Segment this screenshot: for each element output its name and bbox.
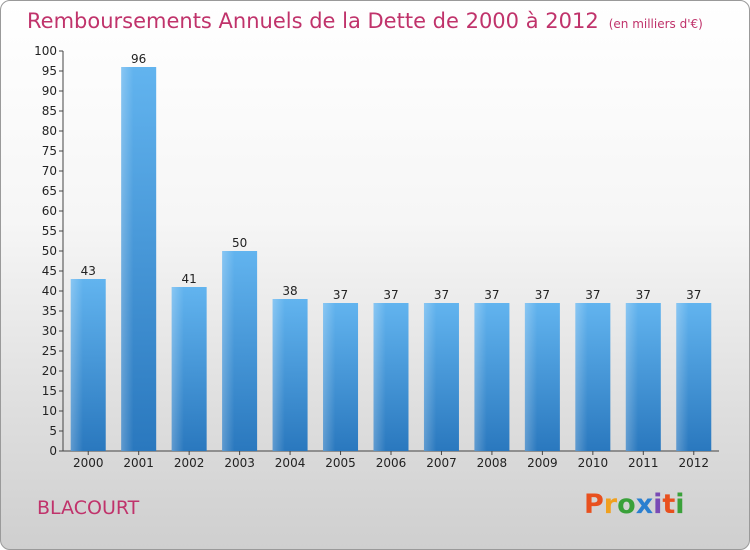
y-tick-label: 0 bbox=[49, 444, 57, 458]
y-tick-label: 30 bbox=[42, 324, 57, 338]
x-tick-label: 2003 bbox=[224, 456, 255, 470]
bar-highlight bbox=[121, 67, 134, 451]
x-tick-label: 2000 bbox=[73, 456, 104, 470]
y-tick-label: 50 bbox=[42, 244, 57, 258]
bar-value-label: 38 bbox=[282, 284, 297, 298]
x-tick-label: 2011 bbox=[628, 456, 659, 470]
commune-name: BLACOURT bbox=[37, 497, 140, 519]
bar-highlight bbox=[474, 303, 487, 451]
logo-letter: t bbox=[662, 489, 676, 520]
bar-highlight bbox=[373, 303, 386, 451]
y-tick-label: 20 bbox=[42, 364, 57, 378]
y-tick-label: 55 bbox=[42, 224, 57, 238]
chart-title: Remboursements Annuels de la Dette de 20… bbox=[27, 9, 703, 33]
logo-letter: P bbox=[584, 489, 604, 520]
bar-value-label: 37 bbox=[686, 288, 701, 302]
bar-highlight bbox=[222, 251, 235, 451]
bar-value-label: 37 bbox=[585, 288, 600, 302]
bar-value-label: 37 bbox=[434, 288, 449, 302]
bar-highlight bbox=[171, 287, 184, 451]
x-tick-label: 2005 bbox=[325, 456, 356, 470]
x-tick-label: 2007 bbox=[426, 456, 457, 470]
y-tick-label: 35 bbox=[42, 304, 57, 318]
x-tick-label: 2010 bbox=[578, 456, 609, 470]
bar-highlight bbox=[423, 303, 437, 451]
logo-letter: x bbox=[635, 489, 654, 520]
logo-letter: i bbox=[675, 489, 685, 520]
bar-highlight bbox=[575, 303, 588, 451]
bar-value-label: 37 bbox=[484, 288, 499, 302]
y-tick-label: 80 bbox=[42, 124, 57, 138]
bar-highlight bbox=[70, 279, 83, 451]
bar-value-label: 43 bbox=[81, 264, 96, 278]
bar-value-label: 37 bbox=[333, 288, 348, 302]
y-tick-label: 15 bbox=[42, 384, 57, 398]
x-tick-label: 2006 bbox=[376, 456, 407, 470]
y-tick-label: 65 bbox=[42, 184, 57, 198]
y-tick-label: 95 bbox=[42, 64, 57, 78]
x-tick-label: 2008 bbox=[477, 456, 508, 470]
logo-letter: i bbox=[653, 489, 663, 520]
bar-value-label: 41 bbox=[182, 272, 197, 286]
logo-letter: r bbox=[603, 489, 618, 520]
chart-title-text: Remboursements Annuels de la Dette de 20… bbox=[27, 9, 599, 33]
y-tick-label: 5 bbox=[49, 424, 57, 438]
y-tick-label: 10 bbox=[42, 404, 57, 418]
x-tick-label: 2012 bbox=[678, 456, 709, 470]
y-tick-label: 40 bbox=[42, 284, 57, 298]
y-tick-label: 45 bbox=[42, 264, 57, 278]
bar-value-label: 37 bbox=[535, 288, 550, 302]
y-tick-label: 85 bbox=[42, 104, 57, 118]
y-tick-label: 90 bbox=[42, 84, 57, 98]
bar-highlight bbox=[323, 303, 336, 451]
x-tick-label: 2002 bbox=[174, 456, 205, 470]
bar-value-label: 37 bbox=[383, 288, 398, 302]
bar-value-label: 96 bbox=[131, 52, 146, 66]
bar-value-label: 37 bbox=[636, 288, 651, 302]
bar-value-label: 50 bbox=[232, 236, 247, 250]
chart-subtitle: (en milliers d'€) bbox=[608, 17, 703, 31]
y-tick-label: 100 bbox=[34, 44, 57, 58]
y-tick-label: 60 bbox=[42, 204, 57, 218]
y-tick-label: 25 bbox=[42, 344, 57, 358]
logo-letter: o bbox=[617, 489, 636, 520]
bar-highlight bbox=[524, 303, 538, 451]
bar-highlight bbox=[272, 299, 285, 451]
bar-highlight bbox=[625, 303, 639, 451]
y-tick-label: 75 bbox=[42, 144, 57, 158]
bar-highlight bbox=[676, 303, 689, 451]
x-tick-label: 2009 bbox=[527, 456, 558, 470]
x-tick-label: 2004 bbox=[275, 456, 306, 470]
proxiti-logo: Proxiti bbox=[584, 489, 685, 520]
x-tick-label: 2001 bbox=[123, 456, 154, 470]
y-tick-label: 70 bbox=[42, 164, 57, 178]
